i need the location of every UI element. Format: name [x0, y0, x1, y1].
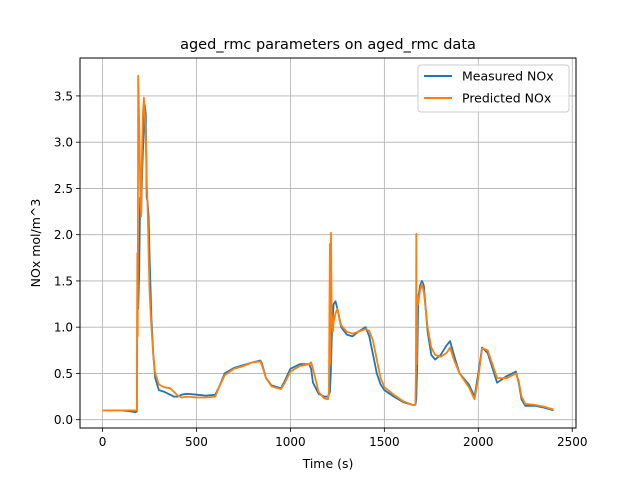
- legend-box: [417, 64, 570, 113]
- series-lines: [102, 74, 554, 414]
- y-tick-label: 1.5: [54, 274, 73, 288]
- y-axis-label: NOx mol/m^3: [28, 199, 43, 288]
- series-line-predicted: [102, 74, 554, 412]
- legend-label-predicted: Predicted NOx: [462, 91, 551, 106]
- x-tick-label: 0: [99, 435, 107, 449]
- legend: Measured NOx Predicted NOx: [417, 64, 570, 113]
- y-tick-label: 0.5: [54, 367, 73, 381]
- y-tick-label: 1.0: [54, 321, 73, 335]
- x-tick-label: 2500: [557, 435, 588, 449]
- y-tick-label: 3.0: [54, 136, 73, 150]
- x-tick-label: 2000: [463, 435, 494, 449]
- x-tick-label: 1500: [369, 435, 400, 449]
- plot-frame: [79, 57, 577, 429]
- x-tick-label: 1000: [275, 435, 306, 449]
- y-tick-label: 2.0: [54, 228, 73, 242]
- y-tick-label: 0.0: [54, 413, 73, 427]
- y-axis-ticks: 0.0 0.5 1.0 1.5 2.0 2.5 3.0 3.5: [54, 89, 80, 427]
- y-tick-label: 2.5: [54, 182, 73, 196]
- x-axis-ticks: 0 500 1000 1500 2000 2500: [99, 428, 588, 449]
- y-tick-label: 3.5: [54, 89, 73, 103]
- chart-title: aged_rmc parameters on aged_rmc data: [180, 37, 476, 53]
- x-tick-label: 500: [185, 435, 208, 449]
- legend-label-measured: Measured NOx: [462, 69, 554, 84]
- x-axis-label: Time (s): [302, 456, 354, 471]
